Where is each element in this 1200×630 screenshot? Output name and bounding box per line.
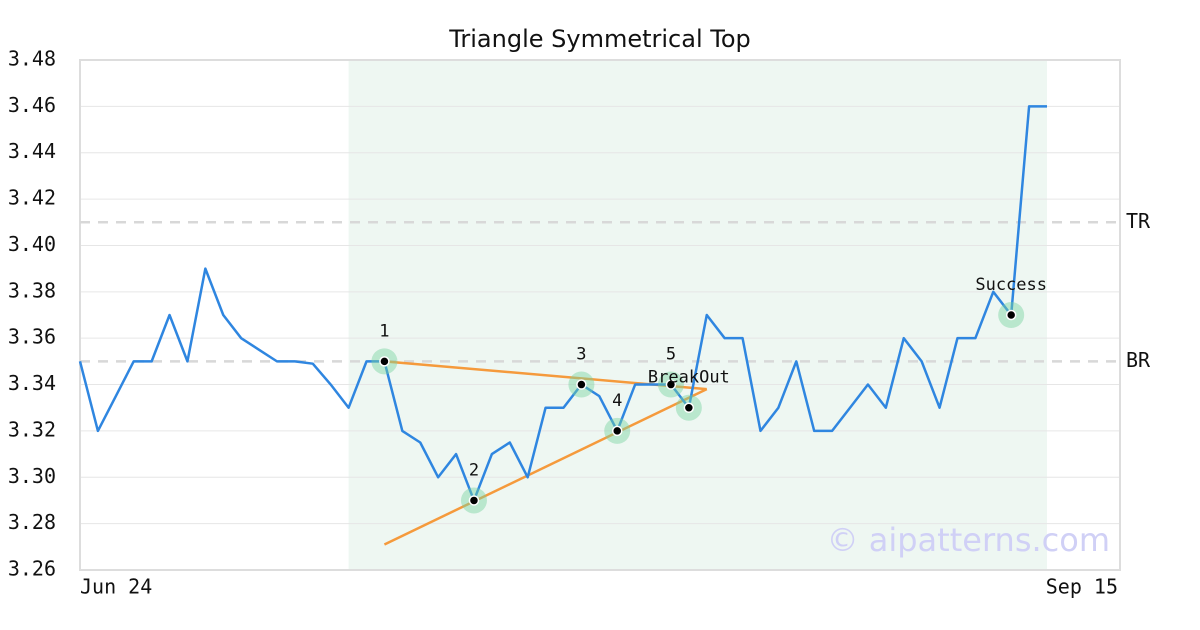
x-tick-label: Jun 24 [80,575,152,599]
pattern-point [468,495,480,506]
pattern-point [665,379,677,390]
y-tick-label: 3.46 [8,93,56,117]
pattern-zone [348,60,1048,570]
pattern-label: 2 [469,460,479,480]
pattern-label: Success [975,275,1047,295]
y-tick-label: 3.38 [8,278,56,302]
y-tick-label: 3.48 [8,47,56,71]
chart-title: Triangle Symmetrical Top [448,25,751,53]
pattern-point [1005,309,1017,321]
y-tick-label: 3.42 [8,186,56,210]
watermark: © aipatterns.com [827,521,1110,559]
reference-label: TR [1126,209,1151,233]
pattern-point [576,379,587,390]
pattern-point [683,402,695,413]
y-tick-label: 3.32 [8,417,56,441]
pattern-label: 3 [576,345,586,365]
y-tick-label: 3.26 [8,557,56,581]
pattern-label: BreakOut [648,368,730,388]
pattern-label: 5 [666,345,676,365]
y-tick-label: 3.44 [8,139,56,163]
plot-frame [79,59,1121,571]
reference-label: BR [1126,348,1151,372]
y-tick-label: 3.36 [8,325,56,349]
y-tick-label: 3.30 [8,464,56,488]
pattern-point [379,356,390,367]
price-line [78,105,1047,502]
x-tick-label: Sep 15 [1046,575,1118,599]
trend-line [383,388,708,546]
pattern-point [611,425,623,437]
pattern-label: 1 [379,321,389,341]
y-tick-label: 3.40 [8,232,56,256]
pattern-label: 4 [612,391,622,411]
y-tick-label: 3.34 [8,371,56,395]
y-tick-label: 3.28 [8,510,56,534]
